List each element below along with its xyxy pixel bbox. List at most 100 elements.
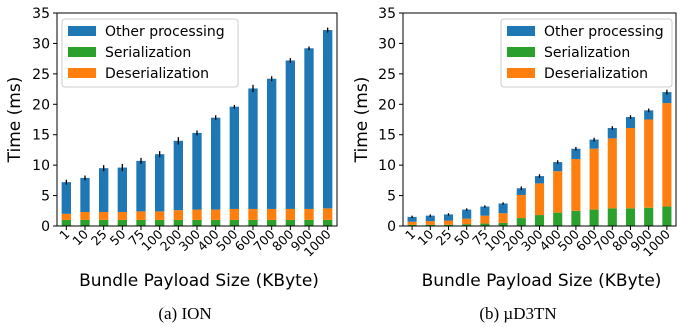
- bar-other-processing-50: [462, 209, 472, 219]
- y-tick-label: 20: [378, 97, 396, 113]
- legend-swatch-deserialization: [68, 68, 96, 78]
- bar-other-processing-10: [425, 215, 435, 222]
- plot-frame: [56, 12, 338, 227]
- y-axis-label: Time (ms): [5, 77, 25, 164]
- bar-other-processing-400: [553, 162, 563, 172]
- bar-serialization-500: [229, 219, 239, 226]
- bar-deserialization-100: [155, 211, 165, 220]
- bar-deserialization-600: [248, 208, 258, 220]
- bar-serialization-75: [136, 219, 146, 226]
- legend-swatch-other-processing: [507, 26, 535, 36]
- bar-serialization-100: [155, 219, 165, 226]
- legend-swatch-other-processing: [68, 26, 96, 36]
- y-tick-label: 20: [32, 97, 50, 113]
- bar-deserialization-75: [480, 215, 490, 224]
- bar-other-processing-100: [155, 154, 165, 212]
- bar-serialization-25: [99, 219, 109, 226]
- bar-other-processing-800: [625, 117, 636, 129]
- bar-deserialization-500: [229, 208, 239, 220]
- bar-other-processing-300: [534, 176, 545, 184]
- legend-label: Deserialization: [544, 66, 648, 82]
- bar-other-processing-75: [136, 160, 146, 212]
- y-tick-label: 0: [387, 219, 396, 235]
- bar-deserialization-500: [571, 159, 581, 211]
- bar-other-processing-600: [248, 88, 258, 209]
- bar-serialization-25: [443, 224, 454, 226]
- y-tick-label: 10: [32, 158, 50, 174]
- bar-serialization-400: [211, 219, 221, 226]
- bar-deserialization-300: [534, 183, 545, 216]
- bar-serialization-800: [625, 208, 636, 226]
- bar-serialization-10: [425, 224, 435, 226]
- y-tick-label: 5: [41, 189, 50, 205]
- bar-deserialization-200: [173, 210, 183, 220]
- bar-other-processing-1000: [323, 30, 333, 209]
- bar-other-processing-500: [229, 106, 239, 209]
- bar-other-processing-1: [407, 216, 417, 222]
- bar-deserialization-600: [589, 148, 599, 210]
- bar-serialization-200: [173, 219, 183, 226]
- bar-deserialization-200: [516, 194, 526, 219]
- bar-serialization-700: [267, 219, 277, 226]
- bar-deserialization-10: [80, 212, 90, 220]
- y-tick-label: 0: [41, 219, 50, 235]
- legend-label: Serialization: [544, 45, 630, 61]
- bar-serialization-100: [498, 222, 508, 226]
- y-tick-label: 5: [387, 189, 396, 205]
- legend-swatch-serialization: [68, 47, 96, 57]
- legend-label: Other processing: [105, 24, 225, 40]
- bar-deserialization-400: [211, 209, 221, 220]
- bar-serialization-1: [407, 224, 417, 226]
- chart-panel-2: 1102550751002003004005006007008009001000…: [352, 6, 677, 323]
- chart-panel-1: 1102550751002003004005006007008009001000…: [5, 6, 338, 323]
- bar-serialization-1000: [662, 206, 672, 226]
- bar-deserialization-800: [285, 208, 295, 220]
- bar-deserialization-800: [625, 128, 636, 209]
- bar-other-processing-500: [571, 148, 581, 160]
- x-axis-label: Bundle Payload Size (KByte): [79, 271, 319, 291]
- bar-serialization-75: [480, 223, 490, 226]
- bar-deserialization-1: [407, 221, 417, 225]
- y-tick-label: 30: [32, 36, 50, 52]
- bar-other-processing-10: [80, 177, 90, 212]
- legend: Other processing Serialization Deserializa…: [500, 18, 673, 88]
- bar-deserialization-700: [267, 208, 277, 220]
- y-tick-label: 25: [378, 67, 396, 83]
- legend-label: Serialization: [105, 45, 191, 61]
- bar-serialization-600: [248, 219, 258, 226]
- bar-other-processing-600: [589, 139, 599, 149]
- x-tick-label: 1: [56, 227, 72, 243]
- bar-deserialization-100: [498, 213, 508, 223]
- bar-serialization-300: [534, 215, 545, 226]
- bar-deserialization-10: [425, 221, 435, 225]
- legend-swatch-serialization: [507, 47, 535, 57]
- bar-serialization-900: [304, 219, 314, 226]
- legend-box: [500, 18, 673, 88]
- bar-serialization-800: [285, 219, 295, 226]
- panel-caption: (b) µD3TN: [479, 304, 556, 323]
- bar-serialization-1000: [323, 219, 333, 226]
- bar-deserialization-900: [644, 119, 654, 208]
- y-tick-label: 35: [378, 6, 396, 22]
- bar-serialization-400: [553, 212, 563, 226]
- y-tick-label: 35: [32, 6, 50, 22]
- bar-deserialization-25: [443, 220, 454, 225]
- bar-other-processing-1000: [662, 92, 672, 104]
- legend: Other processing Serialization Deserializa…: [61, 18, 239, 88]
- bar-other-processing-75: [480, 206, 490, 216]
- y-tick-label: 25: [32, 67, 50, 83]
- bar-serialization-50: [462, 224, 472, 226]
- bar-deserialization-1000: [323, 208, 333, 220]
- bar-other-processing-900: [644, 110, 654, 120]
- bar-deserialization-300: [192, 209, 202, 220]
- bar-serialization-200: [516, 218, 526, 226]
- bar-serialization-10: [80, 219, 90, 226]
- plot-frame: [402, 12, 677, 227]
- bar-serialization-900: [644, 207, 654, 226]
- bar-other-processing-200: [516, 188, 526, 195]
- bar-other-processing-400: [211, 117, 221, 210]
- y-tick-label: 15: [378, 128, 396, 144]
- bar-other-processing-25: [99, 168, 109, 213]
- bar-serialization-300: [192, 219, 202, 226]
- bar-deserialization-1: [61, 213, 71, 220]
